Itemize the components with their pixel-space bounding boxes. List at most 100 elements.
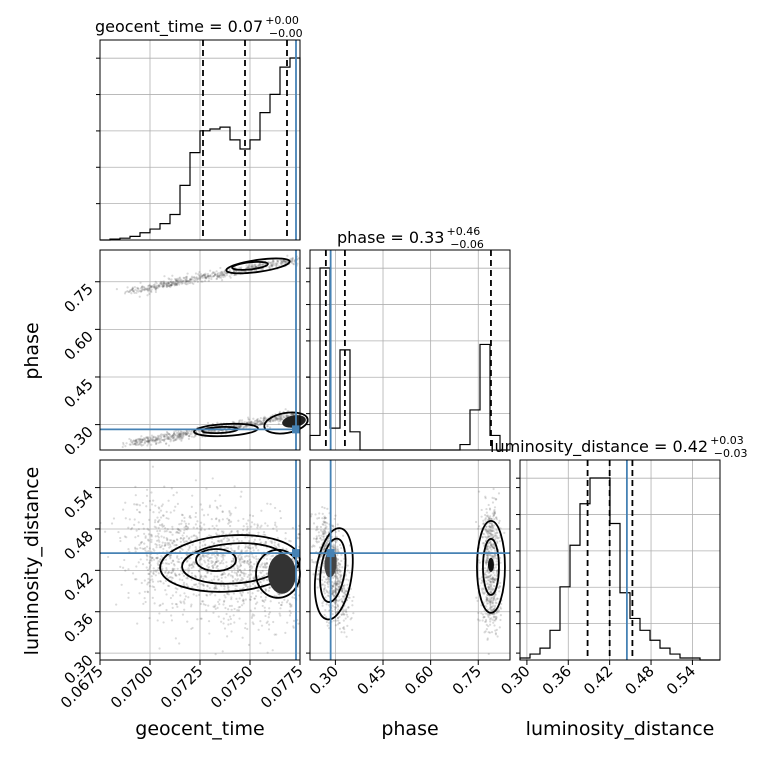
sample-point	[147, 577, 150, 580]
sample-point	[216, 275, 219, 279]
sample-point	[170, 284, 173, 287]
sample-point	[127, 526, 130, 529]
sample-point	[334, 610, 337, 613]
sample-point	[245, 561, 248, 564]
sample-point	[489, 609, 493, 612]
sample-point	[275, 418, 278, 421]
sample-point	[487, 517, 491, 520]
sample-point	[147, 290, 150, 293]
sample-point	[485, 605, 488, 608]
sample-point	[198, 546, 201, 549]
sample-point	[230, 560, 233, 563]
sample-point	[179, 433, 182, 436]
sample-point	[258, 538, 261, 541]
sample-point	[492, 514, 495, 517]
sample-point	[197, 273, 200, 276]
sample-point	[172, 436, 175, 440]
sample-point	[220, 530, 223, 533]
sample-point	[208, 534, 211, 537]
sample-point	[223, 270, 226, 273]
sample-point	[200, 275, 203, 278]
sample-point	[490, 543, 493, 546]
sample-point	[335, 619, 338, 622]
sample-point	[183, 431, 186, 434]
sample-point	[184, 282, 187, 286]
x-tick-label: 0.30	[306, 662, 342, 698]
sample-point	[487, 600, 490, 603]
sample-point	[489, 606, 493, 609]
sample-point	[492, 616, 495, 619]
sample-point	[319, 546, 322, 549]
sample-point	[148, 617, 151, 620]
sample-point	[264, 596, 267, 599]
sample-point	[165, 285, 168, 288]
sample-point	[175, 591, 178, 594]
sample-point	[269, 420, 272, 424]
sample-point	[200, 563, 203, 566]
sample-point	[487, 571, 490, 575]
sample-point	[345, 589, 348, 592]
sample-point	[210, 430, 213, 433]
sample-point	[215, 517, 218, 520]
sample-point	[243, 583, 246, 586]
sample-point	[343, 584, 346, 587]
sample-point	[332, 594, 335, 597]
sample-point	[255, 418, 259, 421]
sample-point	[139, 438, 143, 441]
sample-point	[123, 535, 127, 538]
sample-point	[492, 555, 495, 558]
sample-point	[206, 272, 210, 276]
sample-point	[163, 440, 166, 443]
sample-point	[235, 597, 238, 600]
sample-point	[259, 416, 262, 420]
sample-point	[494, 619, 497, 622]
sample-point	[496, 635, 499, 638]
sample-point	[156, 438, 160, 441]
sample-point	[211, 566, 215, 569]
sample-point	[176, 279, 179, 282]
sample-point	[221, 271, 224, 275]
sample-point	[176, 434, 179, 437]
sample-point	[164, 558, 168, 561]
sample-point	[338, 569, 341, 572]
sample-point	[489, 613, 492, 616]
sample-point	[291, 257, 294, 260]
sample-point	[213, 542, 216, 545]
sample-point	[336, 549, 339, 552]
sample-point	[490, 631, 494, 634]
sample-point	[174, 543, 178, 547]
sample-point	[322, 529, 325, 532]
sample-point	[150, 439, 153, 442]
sample-point	[340, 630, 343, 634]
sample-point	[242, 577, 245, 580]
sample-point	[222, 531, 225, 535]
sample-point	[262, 419, 266, 422]
sample-point	[138, 289, 141, 292]
histogram-geocent-time	[100, 57, 301, 241]
sample-point	[333, 517, 336, 521]
sample-point	[130, 441, 134, 444]
sample-point	[267, 628, 271, 631]
sample-point	[256, 589, 259, 592]
sample-point	[132, 439, 135, 442]
sample-point	[227, 587, 230, 590]
sample-point	[166, 282, 169, 285]
sample-point	[292, 413, 295, 416]
sample-point	[208, 632, 211, 635]
sample-point	[126, 289, 129, 293]
sample-point	[260, 541, 263, 544]
sample-point	[277, 545, 281, 548]
sample-point	[488, 553, 491, 557]
sample-point	[244, 424, 247, 427]
sample-point	[482, 522, 486, 525]
sample-point	[154, 289, 157, 292]
sample-point	[231, 579, 235, 583]
sample-point	[199, 574, 202, 577]
sample-point	[317, 569, 321, 572]
sample-point	[480, 582, 483, 585]
sample-point	[319, 525, 323, 529]
sample-point	[482, 587, 485, 590]
sample-point	[142, 527, 145, 530]
sample-point	[337, 621, 341, 625]
sample-point	[146, 437, 150, 441]
